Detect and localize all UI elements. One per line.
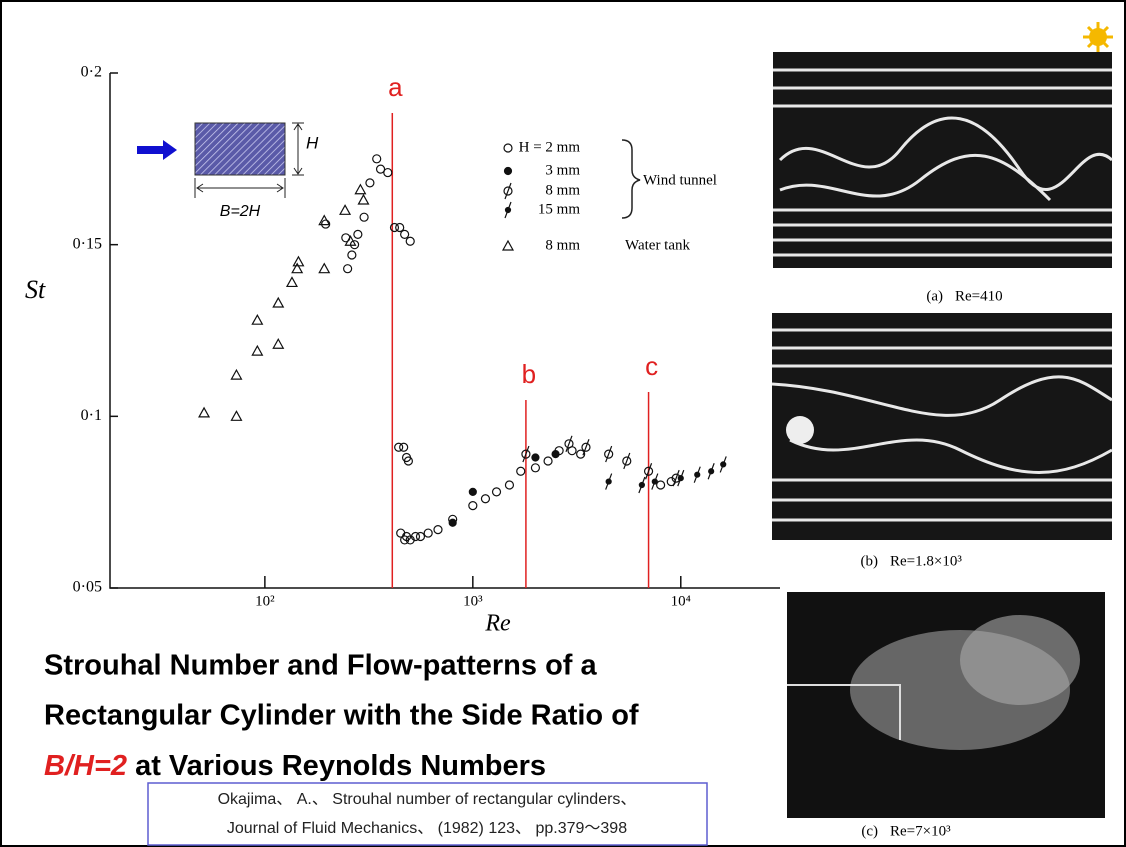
x-axis-label: Re — [484, 611, 511, 637]
data-point — [517, 467, 525, 475]
data-point — [416, 533, 424, 541]
photo-caption: Re=7×10³ — [890, 823, 951, 839]
legend-label: 8 mm — [545, 182, 580, 198]
data-point — [344, 265, 352, 273]
data-point — [373, 155, 381, 163]
legend-marker — [505, 202, 511, 218]
data-point — [340, 205, 350, 214]
data-point — [720, 456, 726, 472]
data-point — [623, 453, 631, 469]
data-point — [406, 237, 414, 245]
legend-label: 15 mm — [538, 201, 580, 217]
data-point — [287, 277, 297, 286]
y-tick-label: 0·05 — [73, 579, 102, 596]
data-point — [354, 230, 362, 238]
data-point — [532, 454, 539, 461]
legend-marker — [503, 241, 513, 250]
data-point — [401, 230, 409, 238]
photo-caption: Re=410 — [955, 288, 1003, 304]
legend-marker — [505, 168, 512, 175]
legend-marker — [504, 144, 512, 152]
data-point — [231, 411, 241, 420]
photo-b — [772, 313, 1112, 540]
annotation-label: a — [388, 72, 403, 102]
data-point — [694, 467, 700, 483]
data-point — [493, 488, 501, 496]
data-point — [708, 463, 714, 479]
photo-caption: Re=1.8×10³ — [890, 553, 962, 569]
data-point — [252, 315, 262, 324]
data-point — [605, 446, 613, 462]
cylinder-section — [195, 123, 285, 175]
legend-group-label: Water tank — [625, 237, 691, 253]
data-point — [360, 213, 368, 221]
citation-line: Journal of Fluid Mechanics、 (1982) 123、 … — [227, 820, 627, 837]
legend-marker — [504, 183, 512, 199]
data-point — [384, 169, 392, 177]
photo-tag: (b) — [861, 553, 879, 569]
slide-title-line: Strouhal Number and Flow-patterns of a — [44, 650, 598, 682]
data-point — [252, 346, 262, 355]
photo-c — [787, 592, 1105, 818]
data-point — [199, 408, 209, 417]
height-dimension — [292, 123, 304, 175]
width-label: B=2H — [220, 203, 261, 220]
photo-tag: (a) — [926, 288, 943, 304]
data-point — [606, 474, 612, 490]
data-point — [273, 339, 283, 348]
y-tick-label: 0·2 — [81, 64, 102, 81]
y-axis-label: St — [25, 275, 46, 304]
x-tick-label: 10⁴ — [671, 593, 691, 609]
annotation-label: c — [645, 351, 658, 381]
data-point — [582, 439, 590, 455]
title-rest: at Various Reynolds Numbers — [127, 750, 546, 782]
data-point — [449, 519, 456, 526]
flow-arrow-head — [163, 140, 177, 160]
data-point — [366, 179, 374, 187]
data-point — [531, 464, 539, 472]
data-point — [293, 257, 303, 266]
legend-label: 3 mm — [545, 162, 580, 178]
slide-title-line: Rectangular Cylinder with the Side Ratio… — [44, 700, 639, 732]
data-point — [552, 451, 559, 458]
y-tick-label: 0·15 — [73, 235, 102, 252]
height-label: H — [306, 133, 319, 152]
width-dimension — [195, 178, 285, 198]
y-tick-label: 0·1 — [81, 407, 102, 424]
dye-spot — [786, 416, 814, 444]
sun-rays — [1083, 22, 1113, 52]
data-point — [273, 298, 283, 307]
data-point — [358, 195, 368, 204]
data-point — [434, 526, 442, 534]
data-point — [424, 529, 432, 537]
data-point — [544, 457, 552, 465]
legend-group-label: Wind tunnel — [643, 172, 717, 188]
annotation-label: b — [522, 359, 536, 389]
x-tick-label: 10² — [255, 593, 275, 609]
data-point — [481, 495, 489, 503]
photo-background — [773, 52, 1112, 268]
data-point — [469, 488, 476, 495]
data-point — [469, 502, 477, 510]
data-point — [319, 264, 329, 273]
data-point — [355, 185, 365, 194]
photo-tag: (c) — [861, 823, 878, 839]
data-point — [639, 477, 645, 493]
data-point — [231, 370, 241, 379]
citation-line: Okajima、 A.、 Strouhal number of rectangu… — [218, 791, 637, 808]
data-point — [565, 436, 573, 452]
data-point — [400, 443, 408, 451]
title-highlight: B/H=2 — [44, 750, 127, 782]
legend-brace — [622, 140, 640, 218]
x-tick-label: 10³ — [463, 593, 483, 609]
data-point — [505, 481, 513, 489]
legend-label: H = 2 mm — [519, 139, 581, 155]
slide: H B=2H (a) Re=410 (b) Re=1.8×10³ (c) Re=… — [0, 0, 1126, 847]
photo-a — [773, 52, 1112, 268]
slide-title-line: B/H=2 at Various Reynolds Numbers — [44, 750, 546, 782]
vortex-cloud — [960, 615, 1080, 705]
legend-label: 8 mm — [545, 237, 580, 253]
data-point — [348, 251, 356, 259]
